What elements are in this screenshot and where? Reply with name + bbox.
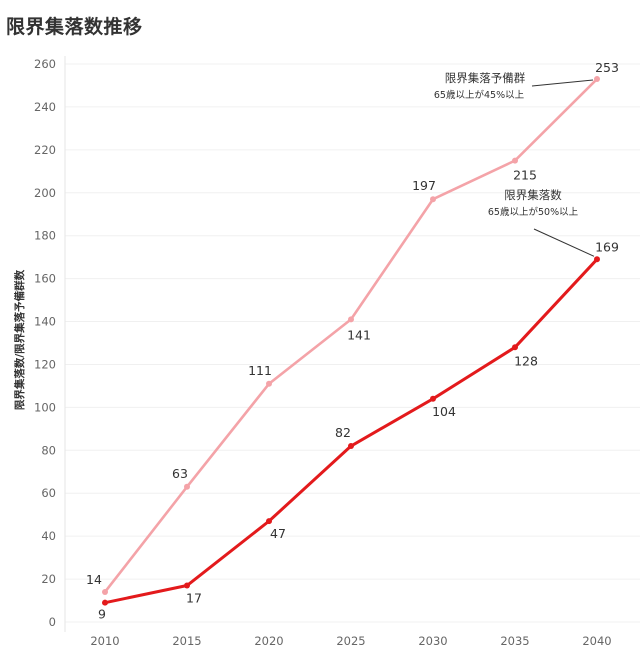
x-tick-label: 2040 (582, 634, 611, 648)
y-tick-label: 240 (34, 100, 56, 114)
data-point (102, 588, 108, 595)
data-label: 141 (347, 327, 371, 342)
data-label: 82 (335, 425, 351, 440)
data-point (594, 256, 600, 263)
data-point (512, 344, 518, 351)
x-tick-label: 2020 (254, 634, 283, 648)
y-tick-label: 0 (49, 615, 56, 629)
y-tick-label: 100 (34, 400, 56, 414)
y-tick-label: 60 (41, 486, 56, 500)
annotation-leader (531, 79, 594, 87)
data-label: 17 (186, 591, 202, 606)
data-label: 197 (412, 178, 436, 193)
data-label: 104 (432, 404, 456, 419)
y-tick-label: 180 (34, 229, 56, 243)
chart-title: 限界集落数推移 (6, 16, 143, 38)
data-point (348, 316, 354, 323)
data-label: 47 (270, 526, 286, 541)
data-point (266, 518, 272, 525)
y-axis-label: 限界集落数/限界集落予備群数 (13, 269, 26, 410)
data-label: 215 (513, 168, 537, 183)
annotation-title: 限界集落予備群 (445, 71, 526, 85)
data-label: 253 (595, 60, 619, 75)
x-tick-label: 2025 (336, 634, 365, 648)
x-tick-label: 2030 (418, 634, 447, 648)
data-label: 128 (514, 353, 538, 368)
data-point (266, 380, 272, 387)
data-point (348, 443, 354, 450)
data-point (184, 483, 190, 490)
y-tick-label: 200 (34, 186, 56, 200)
data-point (594, 76, 600, 83)
data-label: 111 (248, 363, 272, 378)
data-point (102, 599, 108, 606)
data-point (430, 395, 436, 402)
data-label: 63 (172, 466, 188, 481)
y-tick-label: 140 (34, 315, 56, 329)
y-tick-label: 220 (34, 143, 56, 157)
x-tick-label: 2015 (172, 634, 201, 648)
x-tick-label: 2010 (90, 634, 119, 648)
annotation-subtitle: 65歳以上が50%以上 (488, 206, 579, 218)
y-tick-label: 120 (34, 357, 56, 371)
series-line (103, 257, 599, 605)
y-tick-label: 260 (34, 57, 56, 71)
data-point (512, 157, 518, 164)
annotation-leader (533, 228, 595, 257)
y-tick-label: 80 (41, 443, 56, 457)
annotation-subtitle: 65歳以上が45%以上 (434, 89, 525, 101)
data-label: 169 (595, 239, 619, 254)
y-tick-label: 20 (41, 572, 56, 586)
data-label: 9 (98, 607, 106, 622)
data-point (430, 196, 436, 203)
y-tick-label: 40 (41, 529, 56, 543)
data-label: 14 (86, 572, 102, 587)
y-tick-label: 160 (34, 272, 56, 286)
annotation-title: 限界集落数 (504, 188, 562, 202)
x-tick-label: 2035 (500, 634, 529, 648)
data-point (184, 582, 190, 589)
